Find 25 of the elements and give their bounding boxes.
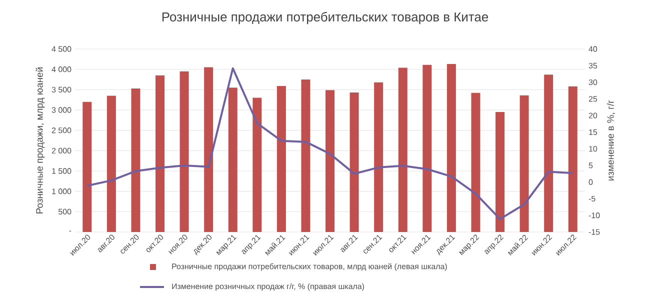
y-axis-title: Розничные продажи, млрд юаней	[36, 68, 45, 214]
bar	[496, 112, 505, 232]
bar	[471, 92, 480, 232]
bar	[106, 96, 116, 232]
bar	[350, 92, 359, 232]
bar	[204, 67, 214, 232]
bar	[131, 88, 140, 232]
bar	[252, 98, 262, 232]
bar	[301, 80, 310, 232]
bar	[422, 64, 432, 232]
bar	[180, 71, 189, 232]
bar	[228, 88, 238, 232]
bar	[82, 102, 92, 232]
bar	[568, 86, 578, 232]
bar	[520, 95, 529, 232]
bar	[398, 68, 408, 232]
bar	[156, 75, 165, 232]
bar	[374, 82, 384, 232]
bar	[276, 86, 286, 232]
bar	[326, 90, 335, 232]
y2-axis-title: изменение в %, г/г	[606, 100, 615, 180]
line-series	[86, 67, 574, 220]
chart-title: Розничные продажи потребительских товаров в Китае	[162, 12, 488, 24]
bar	[446, 64, 456, 232]
bar	[544, 74, 554, 232]
